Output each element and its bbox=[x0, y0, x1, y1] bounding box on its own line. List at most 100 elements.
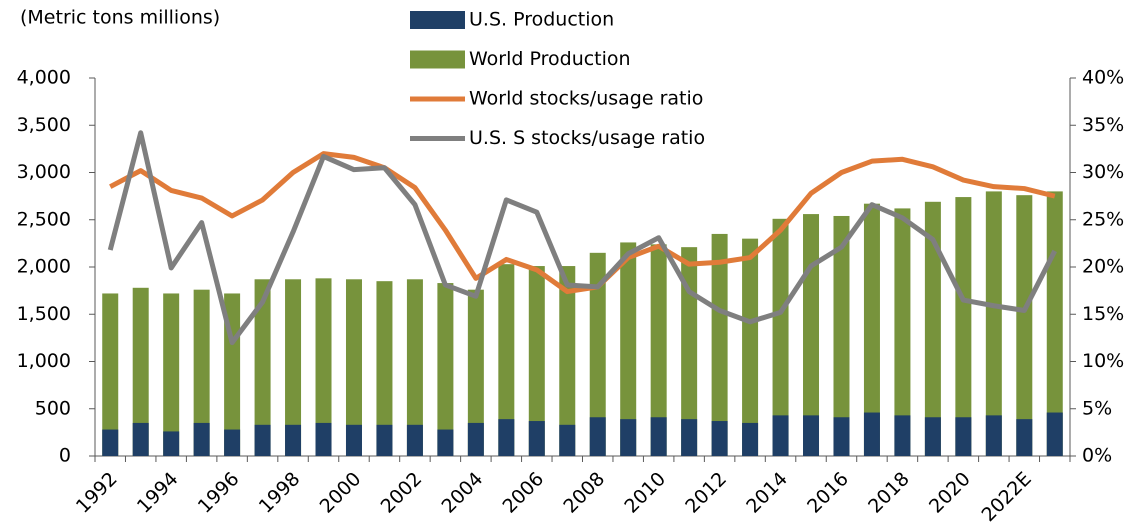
x-tick-label: 2022E bbox=[977, 468, 1035, 526]
y-tick-label: 500 bbox=[35, 397, 71, 419]
bar bbox=[985, 191, 1002, 456]
bar bbox=[589, 417, 606, 456]
bar bbox=[650, 244, 667, 456]
x-tick-label: 1998 bbox=[255, 468, 305, 518]
y-tick-label: 3,500 bbox=[17, 114, 71, 136]
y2-tick-label: 40% bbox=[1082, 67, 1124, 89]
x-tick-label: 2008 bbox=[559, 468, 609, 518]
bar bbox=[163, 293, 180, 456]
bar bbox=[803, 415, 820, 456]
y2-tick-label: 10% bbox=[1082, 350, 1124, 372]
bar bbox=[376, 424, 393, 456]
bar bbox=[589, 252, 606, 456]
y2-tick-label: 20% bbox=[1082, 256, 1124, 278]
legend-label: U.S. Production bbox=[469, 9, 614, 31]
bar bbox=[681, 247, 698, 456]
bar bbox=[742, 238, 759, 456]
bar bbox=[894, 208, 911, 456]
bar bbox=[924, 201, 941, 456]
bar bbox=[254, 424, 271, 456]
y-tick-label: 2,000 bbox=[17, 256, 71, 278]
legend-label: World Production bbox=[469, 48, 631, 70]
x-tick-label: 1994 bbox=[133, 468, 183, 518]
bar bbox=[1046, 412, 1063, 456]
chart-title: (Metric tons millions) bbox=[20, 7, 220, 29]
legend-swatch bbox=[410, 11, 465, 29]
bar bbox=[650, 417, 667, 456]
bar bbox=[863, 412, 880, 456]
legend-label: U.S. S stocks/usage ratio bbox=[469, 127, 705, 149]
bar bbox=[985, 415, 1002, 456]
line-series bbox=[109, 151, 1056, 295]
bar bbox=[376, 281, 393, 456]
y-tick-label: 0 bbox=[59, 445, 71, 467]
bar bbox=[955, 417, 972, 456]
x-tick-label: 2018 bbox=[864, 468, 914, 518]
bar bbox=[498, 419, 515, 456]
y2-tick-label: 35% bbox=[1082, 114, 1124, 136]
bar bbox=[833, 215, 850, 456]
bar bbox=[955, 197, 972, 456]
bar bbox=[193, 422, 210, 456]
legend-label: World stocks/usage ratio bbox=[469, 88, 703, 110]
legend-swatch bbox=[410, 50, 465, 69]
bar bbox=[894, 415, 911, 456]
bar bbox=[132, 422, 149, 456]
bar bbox=[163, 431, 180, 456]
bar bbox=[345, 279, 362, 456]
y2-tick-label: 15% bbox=[1082, 303, 1124, 325]
x-tick-label: 1996 bbox=[194, 468, 244, 518]
y-tick-label: 2,500 bbox=[17, 208, 71, 230]
bar bbox=[742, 422, 759, 456]
bar bbox=[528, 421, 545, 456]
bar bbox=[285, 279, 302, 456]
x-tick-label: 1992 bbox=[72, 468, 122, 518]
bar bbox=[315, 422, 332, 456]
bar bbox=[833, 417, 850, 456]
bar bbox=[437, 429, 454, 456]
bar bbox=[559, 424, 576, 456]
bar bbox=[711, 421, 728, 456]
bar bbox=[132, 287, 149, 456]
bar bbox=[711, 233, 728, 456]
bar bbox=[1016, 195, 1033, 456]
bar bbox=[772, 218, 789, 456]
y2-tick-label: 30% bbox=[1082, 161, 1124, 183]
bar bbox=[1016, 419, 1033, 456]
bar bbox=[772, 415, 789, 456]
x-tick-label: 2002 bbox=[377, 468, 427, 518]
bar bbox=[345, 424, 362, 456]
x-tick-label: 2004 bbox=[438, 468, 488, 518]
y2-tick-label: 0% bbox=[1082, 445, 1112, 467]
bar bbox=[406, 424, 423, 456]
bar bbox=[224, 429, 241, 456]
bar bbox=[254, 279, 271, 456]
bar bbox=[102, 293, 119, 456]
x-tick-label: 2012 bbox=[681, 468, 731, 518]
bar bbox=[102, 429, 119, 456]
x-tick-label: 2006 bbox=[498, 468, 548, 518]
line-series bbox=[107, 130, 1057, 346]
x-tick-label: 2016 bbox=[803, 468, 853, 518]
bar bbox=[559, 266, 576, 456]
y-tick-label: 1,000 bbox=[17, 350, 71, 372]
x-tick-label: 2010 bbox=[620, 468, 670, 518]
bar bbox=[681, 419, 698, 456]
bar bbox=[467, 422, 484, 456]
bar bbox=[620, 419, 637, 456]
bar bbox=[193, 289, 210, 456]
bar bbox=[467, 289, 484, 456]
bar bbox=[437, 283, 454, 456]
bar bbox=[924, 417, 941, 456]
bar bbox=[528, 266, 545, 456]
bar bbox=[285, 424, 302, 456]
y-tick-label: 4,000 bbox=[17, 67, 71, 89]
y2-tick-label: 5% bbox=[1082, 397, 1112, 419]
bar bbox=[620, 242, 637, 456]
y2-tick-label: 25% bbox=[1082, 208, 1124, 230]
x-tick-label: 2014 bbox=[742, 468, 792, 518]
x-tick-label: 2020 bbox=[925, 468, 975, 518]
bar bbox=[863, 203, 880, 456]
y-tick-label: 3,000 bbox=[17, 161, 71, 183]
